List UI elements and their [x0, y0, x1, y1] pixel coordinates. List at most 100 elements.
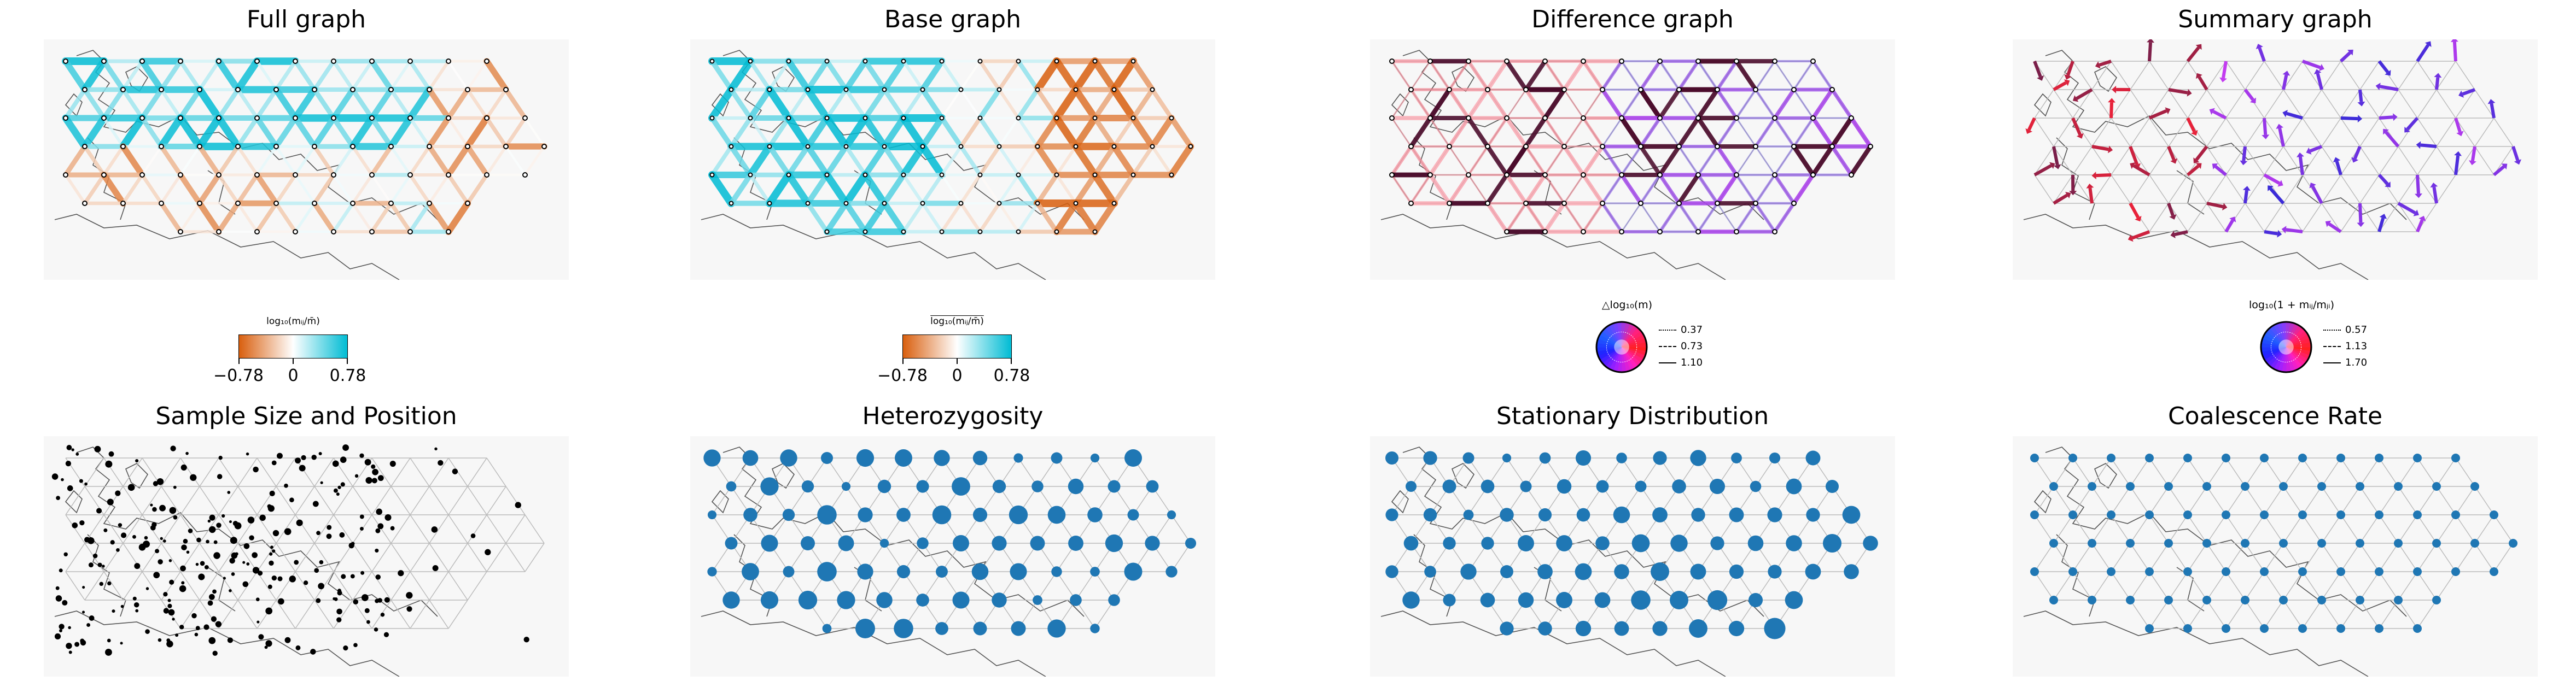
graph-edge	[314, 457, 334, 487]
graph-node	[1690, 563, 1706, 580]
graph-node	[1169, 172, 1174, 178]
graph-node	[446, 229, 451, 234]
graph-node	[901, 172, 906, 178]
colorbar-tick	[957, 359, 958, 364]
graph-edge	[1391, 60, 1412, 91]
graph-edge	[218, 600, 238, 629]
graph-node	[1542, 115, 1548, 121]
graph-edge	[2072, 61, 2093, 90]
graph-edge	[63, 87, 87, 120]
graph-edge	[410, 514, 430, 544]
sample-point	[383, 632, 389, 637]
graph-node	[2356, 482, 2364, 491]
graph-edge	[2283, 457, 2303, 487]
graph-edge	[2149, 203, 2169, 232]
sample-point	[63, 552, 68, 557]
graph-edge	[1505, 145, 1528, 177]
wheel-outline	[2260, 321, 2312, 373]
graph-edge	[406, 86, 433, 122]
graph-edge	[2359, 457, 2380, 487]
graph-edge	[2436, 61, 2456, 90]
graph-node	[1389, 115, 1395, 121]
graph-edge	[2149, 600, 2169, 629]
graph-edge	[748, 59, 772, 92]
legend-row: 0.57	[2323, 324, 2367, 336]
graph-node	[843, 87, 849, 92]
graph-node	[1127, 509, 1139, 521]
graph-node	[877, 479, 891, 494]
graph-node	[2375, 624, 2383, 633]
graph-node	[1652, 507, 1668, 522]
graph-edge	[2168, 89, 2188, 119]
graph-edge	[1448, 146, 1470, 175]
graph-edge	[1600, 88, 1624, 120]
graph-edge	[1601, 118, 1623, 147]
graph-edge	[2398, 600, 2418, 629]
coastline	[701, 447, 1085, 677]
graph-edge	[255, 145, 278, 177]
graph-edge	[1677, 116, 1700, 148]
graph-edge	[197, 172, 222, 206]
graph-node	[939, 58, 945, 64]
graph-edge	[804, 86, 831, 122]
graph-node	[1073, 87, 1079, 92]
sample-point	[110, 540, 115, 545]
arrow-shaft	[2420, 143, 2437, 148]
graph-node	[1581, 115, 1586, 121]
graph-node	[972, 507, 988, 522]
graph-edge	[2091, 571, 2112, 601]
sample-point	[170, 445, 176, 451]
graph-node	[293, 115, 298, 121]
graph-edge	[2302, 600, 2322, 629]
sample-point	[74, 642, 80, 647]
graph-edge	[805, 115, 830, 150]
legend-value: 0.37	[1681, 324, 1703, 336]
graph-edge	[2264, 118, 2284, 147]
graph-edge	[2187, 457, 2207, 487]
sample-point	[96, 508, 102, 514]
graph-node	[1729, 564, 1744, 579]
graph-node	[1575, 620, 1592, 637]
graph-edge	[236, 144, 259, 177]
arrow-shaft	[2452, 42, 2457, 62]
graph-edge	[216, 87, 241, 121]
graph-node	[1481, 537, 1494, 550]
graph-edge	[2398, 543, 2418, 572]
graph-edge	[1716, 145, 1738, 177]
graph-node	[977, 229, 983, 234]
graph-node	[1016, 172, 1021, 178]
sample-point	[229, 589, 232, 592]
graph-edge	[312, 59, 336, 92]
graph-edge	[2283, 600, 2303, 629]
graph-edge	[2302, 486, 2322, 515]
graph-edge	[842, 114, 869, 150]
graph-node	[1165, 566, 1178, 578]
graph-edge	[1505, 60, 1528, 91]
graph-edge	[504, 145, 527, 177]
graph-edge	[369, 144, 394, 178]
graph-edge	[1735, 202, 1757, 233]
graph-edge	[2053, 486, 2073, 515]
arrow-shaft	[2186, 46, 2200, 62]
graph-edge	[1793, 118, 1814, 147]
graph-edge	[2302, 146, 2322, 175]
graph-edge	[1391, 89, 1412, 119]
graph-edge	[2321, 89, 2341, 119]
sample-point	[99, 582, 104, 586]
graph-node	[1016, 115, 1021, 121]
arrow-shaft	[2263, 173, 2281, 185]
arrow-head	[2425, 41, 2432, 47]
graph-node	[1523, 144, 1529, 149]
graph-node	[1561, 87, 1567, 92]
graph-node	[2413, 510, 2422, 519]
graph-edge	[1072, 86, 1099, 122]
graph-edge	[786, 144, 811, 178]
graph-node	[159, 144, 164, 149]
graph-edge	[82, 87, 107, 121]
arrow-shaft	[2454, 118, 2462, 133]
graph-node	[1595, 536, 1610, 550]
graph-edge	[2034, 571, 2054, 601]
sample-point	[102, 565, 105, 568]
graph-edge	[940, 144, 963, 177]
graph-edge	[1621, 89, 1642, 119]
